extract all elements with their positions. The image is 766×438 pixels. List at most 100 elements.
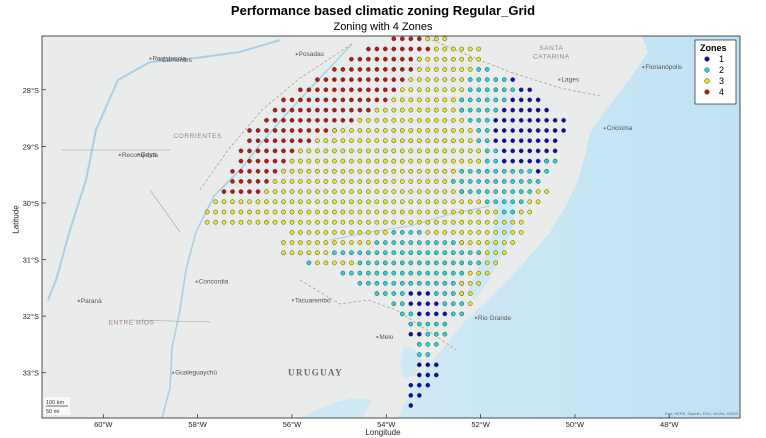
zone-3-point [340,230,346,235]
zone-3-point [399,219,405,225]
zone-4-point [366,87,371,93]
zone-2-point [399,260,405,266]
zone-2-point [484,158,490,164]
zone-4-point [391,36,397,42]
zone-4-point [306,138,312,144]
zone-2-point [476,138,482,144]
zone-3-point [510,219,516,225]
zone-3-point [391,138,397,144]
zone-3-point [323,250,329,256]
zone-3-point [425,158,431,164]
zone-3-point [399,87,405,93]
zone-3-point [433,77,439,82]
zone-2-point [416,321,422,327]
legend-label-zone-1: 1 [719,54,724,64]
zone-3-point [459,117,465,123]
zone-1-point [552,117,558,123]
zone-4-point [340,97,346,103]
zone-3-point [433,148,439,154]
zone-2-point [484,87,490,93]
zone-1-point [552,128,558,133]
zone-3-point [374,219,380,225]
scale-bar: 100 km 50 mi [44,397,70,415]
zone-1-point [493,117,499,123]
legend-label-zone-3: 3 [719,76,724,86]
zone-3-point [349,158,354,164]
zone-1-point [408,403,414,408]
zone-3-point [374,230,380,235]
zone-2-point [476,107,482,113]
zone-3-point [459,219,465,225]
zone-3-point [340,219,346,225]
zone-3-point [433,46,439,52]
zone-3-point [315,179,320,184]
zone-3-point [425,36,431,42]
zone-1-point [433,372,439,378]
zone-2-point [510,199,516,205]
y-tick-label: 31°S [23,256,39,265]
zone-2-point [391,230,397,235]
zone-3-point [298,199,303,205]
zone-4-point [272,138,278,144]
zone-2-point [433,342,439,347]
zone-3-point [391,199,397,205]
place-marker [642,66,645,69]
zone-2-point [433,280,439,286]
zone-3-point [399,128,405,133]
place-label: Corrientes [162,57,193,64]
zone-4-point [366,77,371,82]
zone-3-point [264,209,269,215]
zone-2-point [382,240,388,245]
zone-3-point [332,148,337,154]
zone-3-point [467,219,473,225]
zone-1-point [416,331,422,337]
zone-1-point [493,128,499,133]
zone-4-point [332,107,337,113]
zone-3-point [298,158,303,164]
lagoon-mirim-shape [400,346,422,378]
zone-3-point [459,46,465,52]
zone-1-point [527,87,533,93]
zone-2-point [408,311,414,317]
zone-2-point [476,77,482,82]
zone-4-point [382,56,388,62]
zone-2-point [476,97,482,103]
zone-4-point [382,46,388,52]
place-label: Criciúma [607,125,633,132]
zone-3-point [493,240,499,245]
zone-3-point [425,77,431,82]
zone-3-point [289,168,295,174]
zone-3-point [340,240,346,245]
zone-3-point [408,77,414,82]
zone-3-point [391,148,397,154]
zone-2-point [450,301,456,307]
zone-4-point [349,67,354,72]
zone-2-point [425,250,431,256]
zone-3-point [459,291,465,296]
zone-4-point [298,138,303,144]
zone-4-point [315,97,320,103]
zone-2-point [493,179,499,184]
zone-3-point [425,219,431,225]
zone-3-point [374,107,380,113]
zone-4-point [340,77,346,82]
zone-3-point [399,199,405,205]
zone-4-point [272,128,278,133]
zone-3-point [416,117,422,123]
zone-2-point [518,168,524,174]
zone-3-point [442,36,448,42]
place-label: Rio Grande [478,315,512,322]
place-label: Goya [141,151,157,158]
zone-3-point [382,138,388,144]
zone-3-point [467,291,473,296]
zone-4-point [323,77,329,82]
x-tick-label: 54°W [377,420,396,429]
zone-3-point [332,189,337,194]
zone-2-point [527,189,533,194]
zone-1-point [433,362,439,368]
zone-3-point [323,240,329,245]
zone-2-point [425,240,431,245]
zone-2-point [518,199,524,205]
